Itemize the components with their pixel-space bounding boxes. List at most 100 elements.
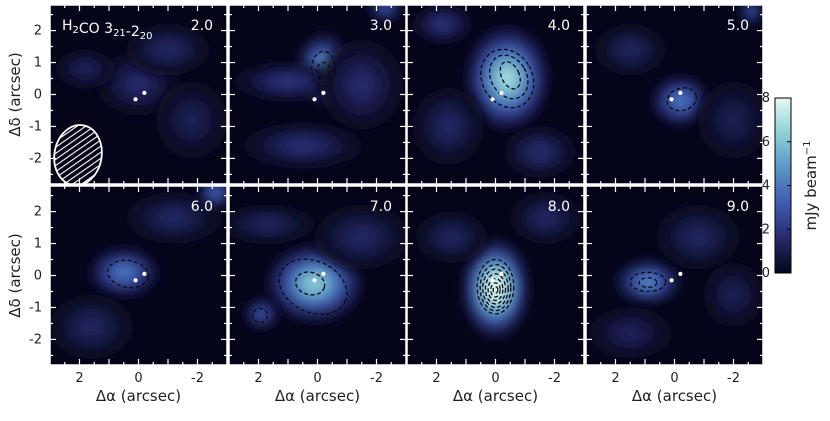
axes-labels: 2 1 0 -1 -2 Δδ (arcsec) 2 1 0 -1 -2 2 0 -2 Δα (arcsec)… — [6, 24, 740, 405]
source-marker — [321, 271, 326, 277]
x-axis-title: Δα (arcsec) — [275, 387, 360, 405]
colorbar-tick-label: 6 — [762, 135, 770, 150]
channel-velocity-label: 2.0 — [191, 18, 213, 34]
channel-panel-8.0: 8.0 — [406, 185, 585, 366]
y-tick-label: 2 — [34, 24, 42, 39]
y-axis-title: Δδ (arcsec) — [6, 52, 24, 136]
source-marker — [321, 90, 326, 96]
contour-line — [488, 54, 529, 100]
beam-ellipse — [53, 124, 103, 184]
y-tick-label: 1 — [34, 56, 42, 71]
source-marker — [490, 278, 495, 283]
y-tick-label: -1 — [29, 119, 42, 134]
source-marker — [669, 97, 674, 102]
x-tick-label: 0 — [491, 371, 499, 386]
emission-blob — [126, 192, 222, 244]
emission-blob — [197, 186, 227, 209]
y-tick-label: -1 — [29, 300, 42, 315]
molecule-label: H2CO 321-220 — [62, 18, 153, 42]
x-tick-label: 0 — [313, 371, 321, 386]
source-marker — [142, 90, 147, 96]
y-tick-label: 0 — [34, 88, 42, 103]
panel-ticks — [407, 186, 584, 365]
y-tick-label: 0 — [34, 269, 42, 284]
contour-line — [251, 307, 269, 324]
source-marker — [499, 271, 504, 277]
colorbar-tick-label: 4 — [762, 179, 770, 194]
source-marker — [669, 278, 674, 283]
y-tick-label: -2 — [29, 151, 42, 166]
contour-line — [629, 271, 667, 293]
emission-blob — [156, 81, 227, 159]
emission-blob — [412, 87, 484, 166]
channel-velocity-label: 6.0 — [191, 199, 213, 215]
x-tick-label: -2 — [727, 371, 740, 386]
channel-panel-4.0: 4.0 — [406, 4, 585, 185]
emission-blob — [234, 62, 342, 101]
contour-line — [492, 286, 499, 294]
y-tick-label: 1 — [34, 237, 42, 252]
channel-velocity-label: 4.0 — [548, 18, 570, 34]
x-tick-label: 0 — [134, 371, 142, 386]
emission-blob — [50, 294, 133, 359]
panel-ticks — [586, 5, 763, 184]
contour-line — [294, 271, 326, 296]
emission-blob — [320, 39, 404, 130]
emission-blob — [314, 205, 406, 270]
x-tick-label: 2 — [254, 371, 262, 386]
source-marker — [499, 90, 504, 96]
x-tick-label: 0 — [670, 371, 678, 386]
channel-velocity-label: 8.0 — [548, 199, 570, 215]
source-marker — [678, 271, 683, 277]
colorbar-label: mJy beam−1 — [802, 141, 820, 231]
source-marker — [133, 278, 138, 283]
channel-velocity-label: 7.0 — [370, 199, 392, 215]
contour-line — [107, 259, 150, 289]
source-marker — [490, 97, 495, 102]
x-tick-label: -2 — [548, 371, 561, 386]
contour-line — [316, 61, 331, 80]
emission-blob — [415, 211, 487, 263]
channel-panel-3.0: 3.0 — [228, 4, 407, 185]
emission-blob — [703, 262, 763, 327]
emission-blob — [739, 5, 763, 25]
x-tick-label: -2 — [370, 371, 383, 386]
x-axis-title: Δα (arcsec) — [632, 387, 717, 405]
emission-blob — [510, 192, 582, 244]
source-marker — [133, 97, 138, 102]
emission-blob — [656, 205, 740, 270]
emission-blob — [412, 5, 473, 44]
channel-velocity-label: 5.0 — [727, 18, 749, 34]
channel-panel-6.0: 6.0 — [49, 185, 228, 366]
emission-blob — [697, 81, 763, 159]
source-marker — [678, 90, 683, 96]
channel-panel-5.0: 5.0 — [585, 4, 764, 185]
y-tick-label: -2 — [29, 332, 42, 347]
channel-panel-2.0: H2CO 321-220 2.0 — [49, 4, 228, 185]
contour-line — [476, 258, 515, 315]
contour-line — [310, 50, 336, 88]
colorbar: 0 2 4 6 8 mJy beam−1 — [762, 91, 820, 281]
emission-blob — [55, 49, 116, 89]
emission-blob — [504, 126, 576, 178]
source-marker — [312, 278, 317, 283]
colorbar-tick-label: 8 — [762, 91, 770, 106]
source-marker — [142, 271, 147, 277]
channel-panel-7.0: 7.0 — [228, 185, 407, 366]
contour-line — [482, 268, 509, 309]
emission-blob — [229, 205, 315, 244]
channel-velocity-label: 9.0 — [727, 199, 749, 215]
contour-line — [487, 278, 504, 302]
emission-blob — [243, 297, 280, 330]
x-tick-label: -2 — [191, 371, 204, 386]
x-axis-title: Δα (arcsec) — [453, 387, 538, 405]
colorbar-tick-label: 2 — [762, 222, 770, 237]
emission-blob — [243, 123, 363, 169]
contour-line — [479, 263, 512, 312]
emission-blob — [465, 27, 549, 130]
x-tick-label: 2 — [611, 371, 619, 386]
contour-line — [484, 273, 507, 305]
emission-blob — [88, 246, 160, 299]
channel-panels: H2CO 321-220 2.0 3.0 4.0 5.0 6.0 7.0 8.0 9.0 — [49, 4, 764, 366]
